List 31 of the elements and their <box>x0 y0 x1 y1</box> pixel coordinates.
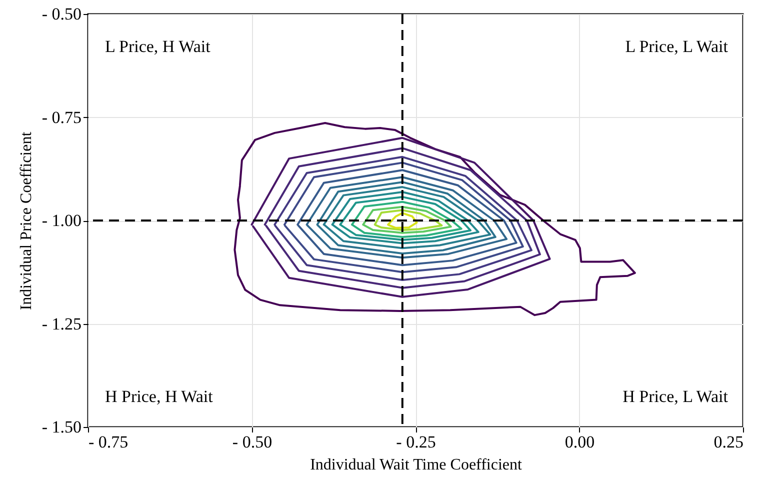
line-series <box>386 212 418 229</box>
x-tick-label: - 0.50 <box>232 432 272 452</box>
line-series <box>264 147 541 289</box>
line-series <box>296 169 518 266</box>
x-tick-label: 0.25 <box>714 432 744 452</box>
line-series <box>362 206 452 234</box>
y-tick-label: - 1.00 <box>42 211 82 230</box>
line-series <box>306 176 508 259</box>
x-axis-title: Individual Wait Time Coefficient <box>310 456 522 474</box>
line-series <box>284 162 524 274</box>
y-tick-label: - 0.50 <box>42 4 82 24</box>
line-series <box>316 181 496 255</box>
y-tick-label: - 0.75 <box>42 108 82 127</box>
y-axis-title: Individual Price Coefficient <box>18 131 35 310</box>
line-series <box>374 209 443 231</box>
y-tick-label: - 1.50 <box>42 418 82 436</box>
annotation: L Price, H Wait <box>105 37 211 56</box>
line-series <box>274 156 532 281</box>
x-tick-label: - 0.25 <box>396 432 436 452</box>
x-tick-label: - 0.75 <box>88 432 128 452</box>
line-series <box>250 136 551 298</box>
line-series <box>339 196 472 241</box>
line-series <box>234 122 636 316</box>
line-series <box>331 191 480 244</box>
annotation: L Price, L Wait <box>625 37 728 56</box>
y-tick-label: - 1.25 <box>42 314 82 334</box>
annotation: H Price, L Wait <box>622 387 728 406</box>
line-series <box>350 200 462 238</box>
x-tick-label: 0.00 <box>564 432 595 452</box>
line-series <box>322 186 492 250</box>
annotation: H Price, H Wait <box>105 387 214 406</box>
